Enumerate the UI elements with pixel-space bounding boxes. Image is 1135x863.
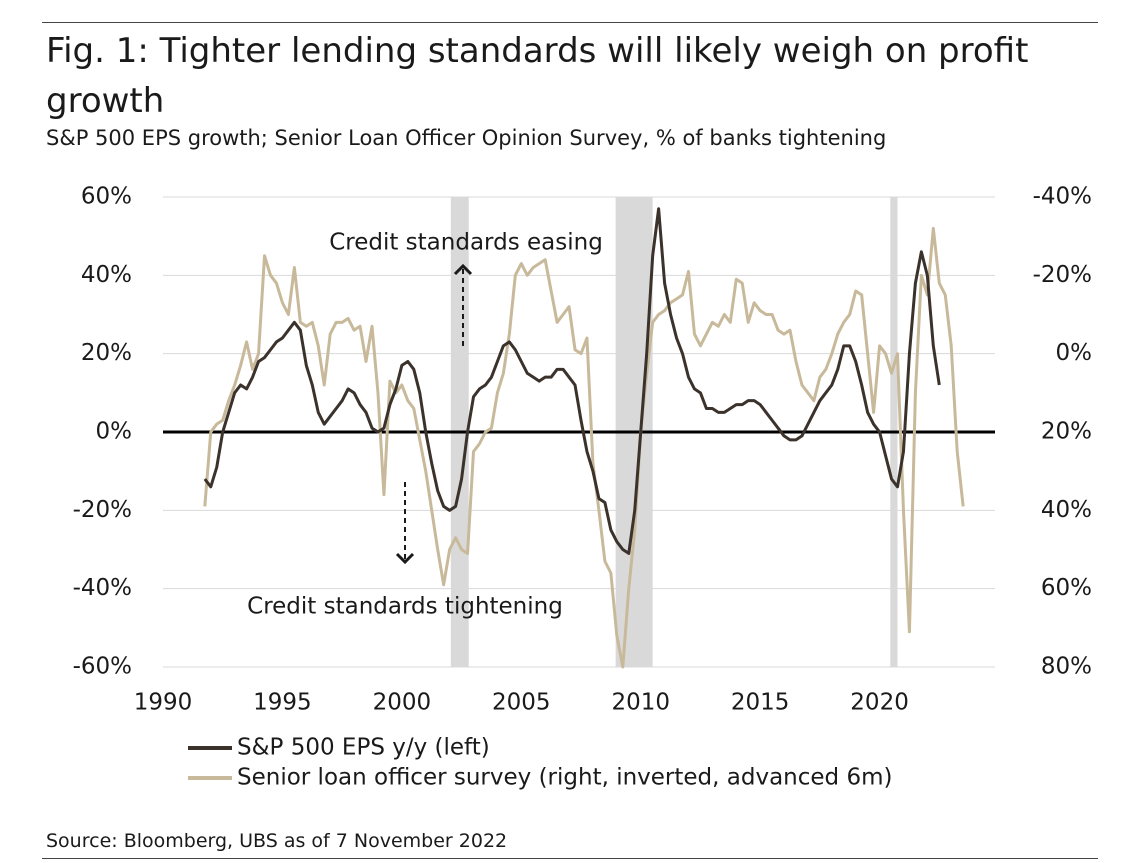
annotation: Credit standards tightening	[247, 594, 563, 620]
legend: S&P 500 EPS y/y (left) Senior loan office…	[188, 735, 892, 791]
y-tick-label: -20%	[73, 497, 132, 523]
y-tick-label: 60%	[81, 184, 132, 210]
x-tick-label: 2020	[850, 690, 909, 716]
source-note: Source: Bloomberg, UBS as of 7 November …	[46, 830, 508, 852]
y2-tick-label: 60%	[1041, 575, 1092, 601]
x-tick-label: 1995	[253, 690, 312, 716]
annotation: Credit standards easing	[329, 230, 603, 256]
y2-tick-label: 80%	[1041, 654, 1092, 680]
x-tick-label: 2010	[611, 690, 670, 716]
x-tick-label: 2000	[373, 690, 432, 716]
y2-tick-label: -20%	[1033, 262, 1092, 288]
chart-subtitle: S&P 500 EPS growth; Senior Loan Officer …	[46, 126, 887, 150]
tick-layer: 60% 40% 20% 0% -20% -40% -60% -40% -20% 0% 20% 40% 6…	[73, 184, 1092, 716]
x-tick-label: 2005	[492, 690, 551, 716]
top-rule	[42, 22, 1098, 23]
y2-tick-label: 20%	[1041, 419, 1092, 445]
chart-title: Fig. 1: Tighter lending standards will l…	[46, 31, 1029, 121]
y-tick-label: 20%	[81, 340, 132, 366]
y2-tick-label: 0%	[1056, 340, 1093, 366]
bottom-rule	[42, 858, 1098, 859]
y-tick-label: 0%	[96, 419, 133, 445]
line-layer	[163, 207, 995, 669]
y2-tick-label: -40%	[1033, 184, 1092, 210]
x-tick-label: 1990	[134, 690, 193, 716]
series-line	[203, 207, 941, 555]
y2-tick-label: 40%	[1041, 497, 1092, 523]
y-tick-label: -60%	[73, 654, 132, 680]
legend-label: Senior loan officer survey (right, inver…	[237, 765, 892, 791]
y-tick-label: 40%	[81, 262, 132, 288]
x-tick-label: 2015	[731, 690, 790, 716]
legend-label: S&P 500 EPS y/y (left)	[237, 735, 490, 761]
series-line	[203, 226, 965, 669]
y-tick-label: -40%	[73, 575, 132, 601]
